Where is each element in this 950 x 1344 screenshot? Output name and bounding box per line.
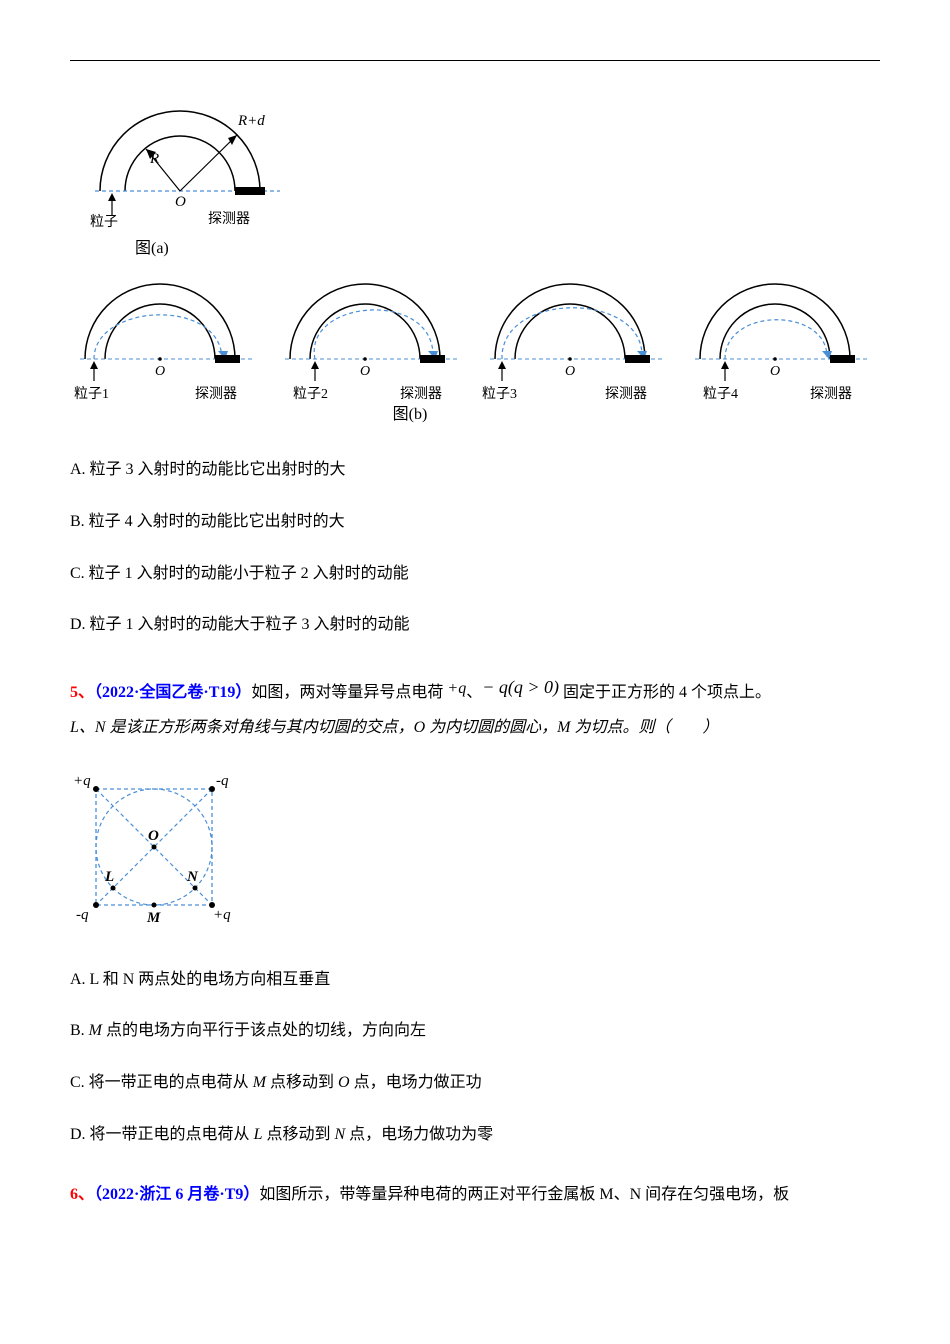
particle-label-4: 粒子4 [703, 384, 738, 406]
q6-number: 6、 [70, 1186, 94, 1203]
svg-text:O: O [565, 364, 575, 379]
figure-a-svg: R+d R O [80, 91, 300, 221]
q5-lead: 5、（2022·全国乙卷·T19）如图，两对等量异号点电荷 +q、− q(q >… [70, 668, 880, 745]
q4-options: A. 粒子 3 入射时的动能比它出射时的大 B. 粒子 4 入射时的动能比它出射… [70, 457, 880, 637]
particle-label-2: 粒子2 [293, 384, 328, 406]
figure-a-caption: 图(a) [135, 236, 880, 262]
svg-text:L: L [104, 869, 114, 885]
label-rd: R+d [237, 113, 265, 129]
q4-option-d: D. 粒子 1 入射时的动能大于粒子 3 入射时的动能 [70, 612, 880, 638]
q5-figure: +q -q -q +q L O N M [70, 767, 880, 941]
q5-number: 5、 [70, 684, 94, 701]
svg-text:N: N [186, 869, 199, 885]
q6-source: （2022·浙江 6 月卷·T9） [94, 1186, 259, 1203]
q5-option-d: D. 将一带正电的点电荷从 L 点移动到 N 点，电场力做功为零 [70, 1122, 880, 1148]
header-rule [70, 60, 880, 61]
label-o-a: O [175, 194, 186, 210]
svg-text:-q: -q [76, 907, 89, 923]
detector-label-4: 探测器 [810, 384, 852, 406]
svg-text:O: O [148, 828, 159, 844]
detector-label-a: 探测器 [208, 209, 250, 231]
q5-text-b: 固定于正方形的 4 个项点上。 [559, 684, 771, 701]
label-r: R [149, 151, 159, 167]
q4-option-c: C. 粒子 1 入射时的动能小于粒子 2 入射时的动能 [70, 561, 880, 587]
figure-a: R+d R O 粒子 探测器 [80, 91, 880, 230]
detector-label-1: 探测器 [195, 384, 237, 406]
particle-label-a: 粒子 [90, 212, 118, 234]
svg-text:-q: -q [216, 773, 229, 789]
q5-plusq: +q [447, 671, 466, 706]
svg-text:O: O [770, 364, 780, 379]
q4-option-b: B. 粒子 4 入射时的动能比它出射时的大 [70, 509, 880, 535]
svg-text:M: M [146, 910, 161, 926]
svg-text:+q: +q [73, 773, 91, 789]
q5-minusq: − q(q > 0) [482, 668, 559, 708]
q4-option-a: A. 粒子 3 入射时的动能比它出射时的大 [70, 457, 880, 483]
q5-sep: 、 [466, 684, 482, 701]
q5-source: （2022·全国乙卷·T19） [94, 684, 251, 701]
q6-lead: 6、（2022·浙江 6 月卷·T9）如图所示，带等量异种电荷的两正对平行金属板… [70, 1177, 880, 1212]
q5-option-b: B. M 点的电场方向平行于该点处的切线，方向向左 [70, 1018, 880, 1044]
figure-b-panel-3: O 粒子3 探测器 [480, 279, 675, 398]
q5-lead2: L、N 是该正方形两条对角线与其内切圆的交点，O 为内切圆的圆心，M 为切点。则… [70, 719, 718, 736]
svg-text:+q: +q [213, 907, 231, 923]
figure-b: O 粒子1 探测器 O 粒子2 [70, 279, 880, 398]
figure-b-panel-2: O 粒子2 探测器 [275, 279, 470, 398]
detector-label-3: 探测器 [605, 384, 647, 406]
q5-options: A. L 和 N 两点处的电场方向相互垂直 B. M 点的电场方向平行于该点处的… [70, 967, 880, 1147]
figure-b-panel-1: O 粒子1 探测器 [70, 279, 265, 398]
figure-b-panel-4: O 粒子4 探测器 [685, 279, 880, 398]
q5-option-a: A. L 和 N 两点处的电场方向相互垂直 [70, 967, 880, 993]
q5-text-a: 如图，两对等量异号点电荷 [251, 684, 447, 701]
q5-option-c: C. 将一带正电的点电荷从 M 点移动到 O 点，电场力做正功 [70, 1070, 880, 1096]
particle-label-3: 粒子3 [482, 384, 517, 406]
q6-text: 如图所示，带等量异种电荷的两正对平行金属板 M、N 间存在匀强电场，板 [259, 1186, 789, 1203]
svg-text:O: O [155, 364, 165, 379]
detector-label-2: 探测器 [400, 384, 442, 406]
svg-text:O: O [360, 364, 370, 379]
particle-label-1: 粒子1 [74, 384, 109, 406]
